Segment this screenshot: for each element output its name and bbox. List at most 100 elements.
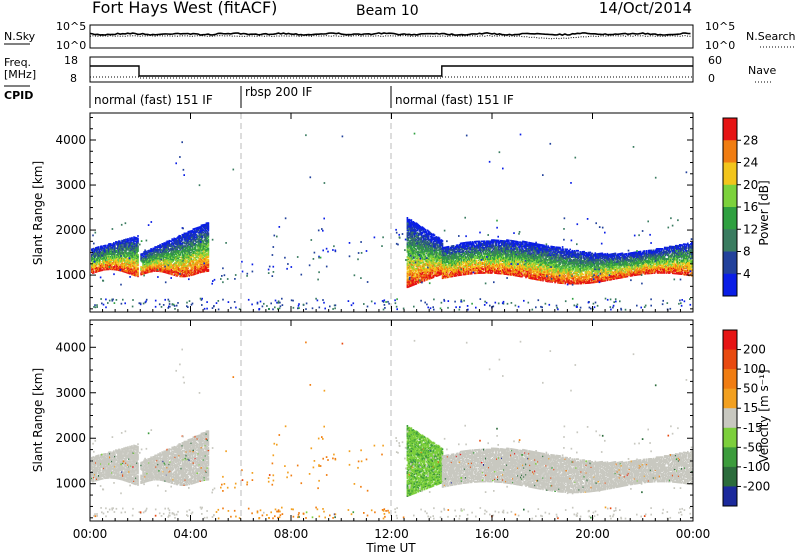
power-cell: [137, 267, 139, 270]
power-cell: [112, 253, 114, 256]
power-cell: [153, 247, 155, 250]
power-cell: [424, 255, 427, 258]
power-cell: [132, 257, 134, 260]
power-cell: [157, 256, 159, 259]
power-cell: [105, 259, 107, 262]
power-cell: [156, 252, 158, 255]
power-cell: [128, 242, 130, 244]
power-cell: [99, 253, 101, 256]
power-cell: [135, 259, 137, 262]
power-cell: [156, 248, 158, 251]
power-cell: [133, 266, 135, 269]
power-cell: [115, 258, 117, 261]
power-cell: [107, 258, 109, 261]
power-cell: [144, 255, 146, 258]
power-cell: [129, 261, 131, 264]
power-cell: [112, 244, 114, 247]
power-cell: [141, 259, 143, 262]
power-cell: [143, 260, 145, 262]
power-cell: [145, 254, 147, 257]
cpid-segment-2: rbsp 200 IF: [245, 85, 312, 99]
power-cell: [91, 248, 93, 251]
power-cell: [127, 265, 129, 268]
power-cell: [141, 273, 143, 276]
power-cell: [122, 265, 124, 268]
power-cell: [144, 258, 146, 261]
power-cell: [119, 248, 121, 250]
power-cell: [127, 260, 129, 263]
power-cell: [124, 262, 126, 264]
power-cell: [441, 240, 444, 242]
power-cell: [95, 267, 97, 270]
power-cell: [157, 255, 159, 257]
power-cell: [137, 264, 139, 266]
power-cell: [137, 242, 139, 245]
power-cell: [123, 244, 125, 246]
power-cell: [107, 264, 109, 267]
power-cell: [123, 269, 125, 272]
power-cell: [117, 266, 119, 269]
power-cell: [123, 264, 125, 267]
power-cell: [104, 249, 106, 252]
power-cell: [136, 267, 138, 270]
power-cell: [113, 267, 115, 269]
power-cell: [112, 263, 114, 266]
power-cell: [95, 258, 97, 261]
power-cell: [126, 267, 128, 270]
power-cell: [132, 252, 134, 255]
power-cell: [129, 251, 131, 254]
power-cell: [135, 245, 137, 248]
power-cell: [144, 261, 146, 263]
power-cell: [154, 261, 156, 264]
power-cell: [156, 267, 158, 270]
power-cell: [96, 254, 98, 257]
power-cell: [148, 259, 150, 262]
power-cell: [113, 248, 115, 251]
power-cell: [129, 242, 131, 245]
power-cell: [116, 266, 118, 269]
power-cell: [144, 252, 146, 254]
power-cell: [92, 260, 94, 263]
power-cell: [108, 248, 110, 250]
power-cell: [133, 250, 135, 252]
power-cell: [106, 250, 108, 253]
power-cell: [111, 262, 113, 264]
power-cell: [140, 272, 142, 275]
power-cell: [117, 265, 119, 268]
power-cell: [131, 238, 133, 240]
power-cell: [110, 248, 112, 250]
power-cell: [137, 259, 139, 261]
power-cell: [145, 253, 147, 255]
power-cell: [116, 265, 118, 267]
power-cell: [117, 261, 119, 264]
power-cell: [146, 260, 148, 263]
power-cell: [144, 250, 146, 253]
power-cell: [151, 256, 153, 259]
power-cell: [149, 270, 151, 273]
power-cell: [148, 263, 150, 266]
power-cell: [131, 265, 133, 268]
power-cell: [122, 240, 124, 242]
power-cell: [120, 257, 122, 259]
power-cell: [130, 245, 132, 248]
power-cell: [155, 263, 157, 266]
power-cell: [91, 256, 93, 258]
power-cell: [158, 266, 160, 269]
power-cell: [116, 247, 118, 250]
power-cell: [154, 268, 156, 271]
power-cell: [143, 256, 145, 258]
power-cell: [129, 263, 131, 266]
power-cell: [131, 236, 133, 239]
power-cell: [100, 248, 102, 250]
power-cell: [106, 249, 108, 252]
power-cell: [93, 250, 95, 253]
power-cell: [148, 268, 150, 271]
power-cell: [155, 251, 157, 253]
power-cell: [146, 266, 148, 269]
power-cell: [133, 261, 135, 264]
power-cell: [122, 260, 124, 263]
power-cell: [128, 247, 130, 249]
power-cell: [123, 265, 125, 268]
power-cell: [98, 263, 100, 266]
power-cell: [136, 247, 138, 250]
